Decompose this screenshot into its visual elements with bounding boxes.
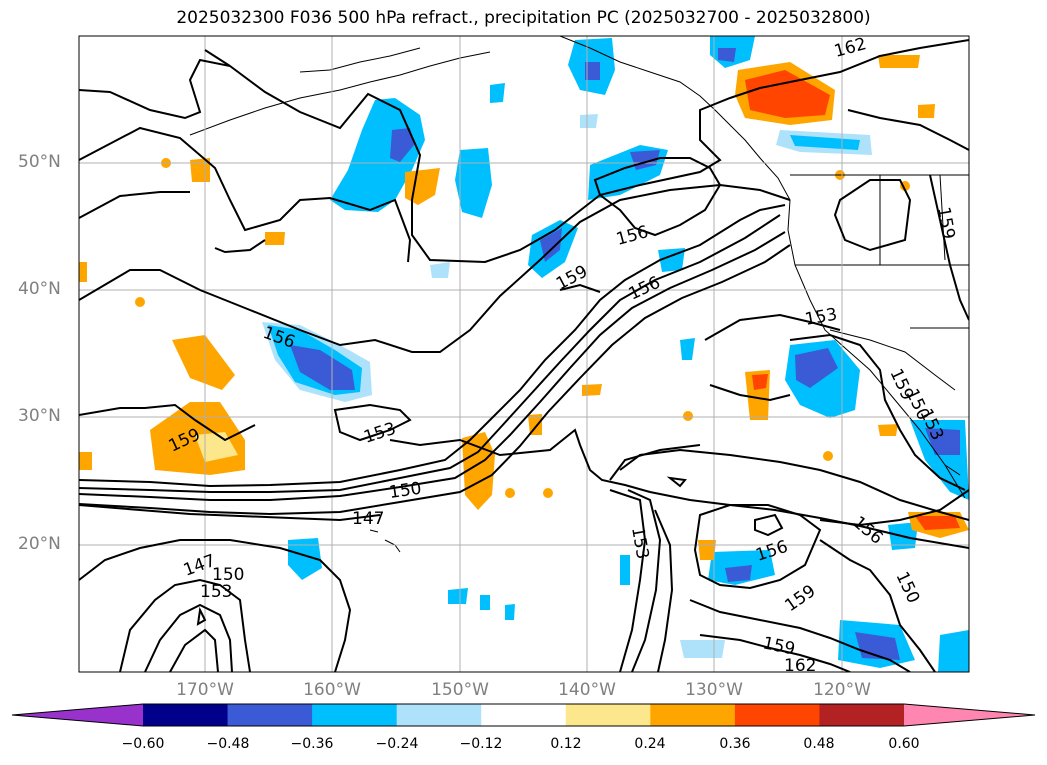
colorbar-tick-label: 0.60: [888, 736, 920, 752]
graticule: [79, 36, 969, 672]
latitude-label: 20°N: [18, 534, 61, 554]
colorbar-segment: [481, 704, 567, 726]
coastlines: [189, 36, 969, 553]
longitude-label: 150°W: [431, 680, 489, 700]
plot-frame: [78, 35, 970, 673]
colorbar-segment: [143, 704, 229, 726]
contour-label: 147: [352, 509, 384, 529]
longitude-label: 170°W: [176, 680, 234, 700]
colorbar-segment: [734, 704, 820, 726]
longitude-label: 130°W: [685, 680, 743, 700]
contour-label: 153: [200, 582, 232, 602]
colorbar-tick-label: −0.12: [459, 736, 503, 752]
latitude-label: 50°N: [18, 152, 61, 172]
latitude-label: 40°N: [18, 279, 61, 299]
colorbar-segment: [227, 704, 313, 726]
colorbar-segment: [650, 704, 736, 726]
colorbar-segment: [819, 704, 905, 726]
longitude-label: 160°W: [303, 680, 361, 700]
map-plot-area: 162 159 156 159 156 153 156 153 159 150 …: [79, 36, 969, 676]
colorbar-segment: [565, 704, 651, 726]
longitude-label: 140°W: [558, 680, 616, 700]
colorbar-segment: [396, 704, 482, 726]
refractivity-contours: [79, 39, 969, 672]
colorbar-tick-label: −0.48: [206, 736, 250, 752]
longitude-label: 120°W: [813, 680, 871, 700]
map-title: 2025032300 F036 500 hPa refract., precip…: [176, 8, 871, 28]
contour-label: 162: [784, 656, 816, 676]
colorbar-segment: [312, 704, 398, 726]
contour-label: 150: [388, 479, 423, 503]
colorbar-tick-label: −0.36: [290, 736, 334, 752]
latitude-label: 30°N: [18, 406, 61, 426]
colorbar-outline: [11, 703, 1036, 727]
colorbar-tick-label: −0.24: [375, 736, 419, 752]
colorbar-tick-label: 0.36: [719, 736, 751, 752]
colorbar-tick-label: 0.48: [803, 736, 835, 752]
colorbar-tick-label: −0.60: [121, 736, 165, 752]
colorbar-extend-high: [904, 704, 1035, 726]
colorbar-tick-label: 0.24: [634, 736, 666, 752]
map-panel: 162 159 156 159 156 153 156 153 159 150 …: [78, 35, 970, 676]
colorbar-extend-low: [12, 704, 143, 726]
contour-label: 150: [212, 565, 244, 585]
colorbar-tick-label: 0.12: [550, 736, 582, 752]
precipitation-shading: [79, 36, 969, 672]
